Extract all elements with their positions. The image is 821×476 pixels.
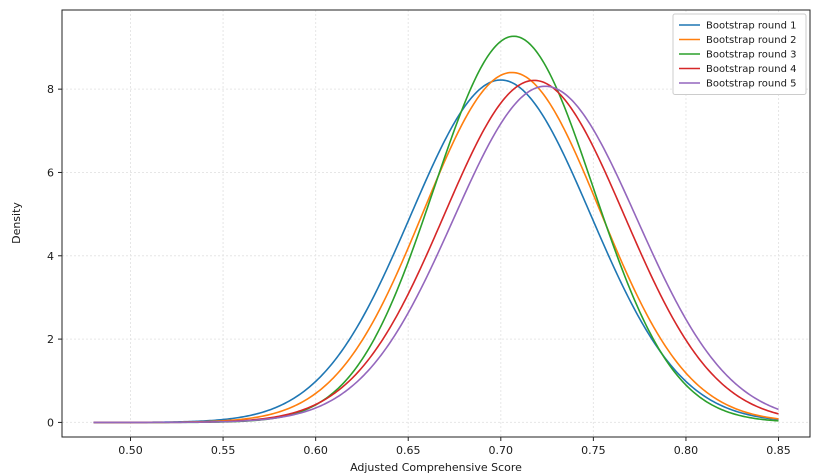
x-tick-label: 0.60 — [303, 444, 328, 457]
y-tick-label: 4 — [47, 250, 54, 263]
y-tick-label: 0 — [47, 416, 54, 429]
legend-label: Bootstrap round 3 — [706, 50, 797, 61]
grid — [62, 10, 810, 437]
legend: Bootstrap round 1 Bootstrap round 2 Bootst… — [672, 13, 807, 95]
x-axis-ticks: 0.50 0.55 0.60 0.65 0.70 0.75 0.80 0.85 — [118, 437, 791, 457]
legend-box — [672, 13, 807, 95]
x-axis-label: Adjusted Comprehensive Score — [350, 461, 522, 474]
x-tick-label: 0.85 — [766, 444, 791, 457]
x-tick-label: 0.50 — [118, 444, 143, 457]
legend-label: Bootstrap round 5 — [706, 79, 797, 90]
x-tick-label: 0.75 — [581, 444, 606, 457]
y-tick-label: 2 — [47, 333, 54, 346]
y-axis-ticks: 0 2 4 6 8 — [47, 83, 62, 429]
y-tick-label: 6 — [47, 166, 54, 179]
x-tick-label: 0.55 — [211, 444, 236, 457]
plot-frame — [61, 9, 811, 438]
curves — [93, 35, 779, 424]
legend-label: Bootstrap round 4 — [706, 64, 797, 75]
series-line-round-5 — [93, 85, 779, 424]
legend-label: Bootstrap round 2 — [706, 35, 797, 46]
y-axis-label: Density — [10, 202, 23, 244]
x-tick-label: 0.80 — [674, 444, 699, 457]
legend-label: Bootstrap round 1 — [706, 21, 797, 32]
x-tick-label: 0.65 — [396, 444, 421, 457]
y-tick-label: 8 — [47, 83, 54, 96]
x-tick-label: 0.70 — [489, 444, 514, 457]
